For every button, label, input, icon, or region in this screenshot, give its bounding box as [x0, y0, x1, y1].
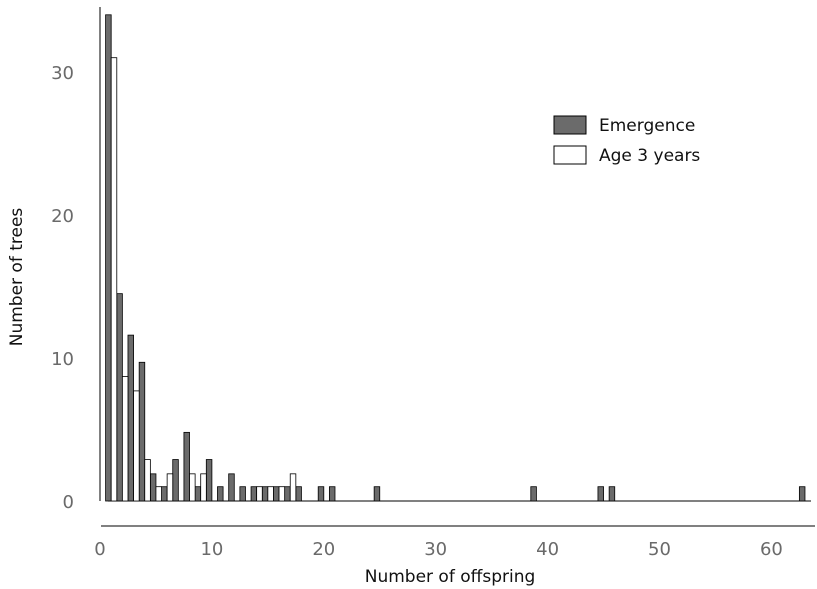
y-tick-label-0: 0 [63, 492, 74, 513]
bar-emergence-10 [205, 459, 213, 502]
bar-emergence-3 [127, 334, 134, 502]
bar-emergence-11 [217, 486, 224, 502]
bar-emergence-4 [138, 361, 146, 502]
x-tick-label-10: 10 [200, 539, 223, 560]
bar-emergence-5 [149, 473, 157, 502]
x-tick-label-20: 20 [312, 539, 335, 560]
bar-emergence-2 [116, 293, 123, 502]
y-tick-label-10: 10 [51, 349, 74, 370]
bar-emergence-20 [317, 486, 325, 502]
bar-age-3-years-3 [133, 390, 140, 502]
bar-emergence-15 [261, 486, 269, 502]
bar-age-3-years-9 [200, 473, 207, 502]
bar-emergence-13 [239, 486, 246, 502]
y-tick-label-30: 30 [51, 63, 74, 84]
bar-age-3-years-17 [289, 473, 297, 502]
y-tick-labels: 0 10 20 30 [51, 63, 74, 513]
bar-emergence-18 [295, 486, 302, 502]
legend-swatch-age-3-years [553, 145, 587, 165]
legend-swatch-emergence [553, 115, 587, 135]
x-axis-title: Number of offspring [365, 567, 536, 587]
bar-emergence-8 [183, 431, 190, 502]
bar-age-3-years-15 [267, 486, 274, 502]
bar-emergence-6 [161, 486, 168, 502]
bar-age-3-years-1 [110, 57, 118, 502]
bar-emergence-25 [373, 486, 381, 502]
bar-emergence-21 [328, 486, 336, 502]
bar-emergence-45 [597, 486, 604, 502]
bar-age-3-years-2 [121, 376, 129, 502]
bar-emergence-17 [284, 486, 291, 502]
legend-label-age-3-years: Age 3 years [599, 146, 700, 166]
bar-emergence-39 [530, 486, 537, 502]
x-tick-label-40: 40 [536, 539, 559, 560]
x-tick-label-0: 0 [94, 539, 105, 560]
bar-age-3-years-8 [189, 473, 196, 502]
bar-age-3-years-4 [144, 459, 151, 502]
x-tick-label-30: 30 [424, 539, 447, 560]
bar-age-3-years-6 [166, 473, 174, 502]
x-tick-label-60: 60 [760, 539, 783, 560]
x-tick-labels: 0 10 20 30 40 50 60 [94, 539, 783, 560]
bar-emergence-12 [228, 473, 235, 502]
legend: Emergence Age 3 years [553, 115, 700, 166]
legend-label-emergence: Emergence [599, 116, 695, 136]
bar-emergence-7 [172, 459, 179, 502]
bar-emergence-16 [273, 486, 280, 502]
bar-emergence-1 [105, 14, 112, 502]
bar-age-3-years-14 [256, 486, 263, 502]
bar-emergence-14 [250, 486, 258, 502]
bar-age-3-years-5 [155, 486, 162, 502]
bar-emergence-46 [608, 486, 616, 502]
bars-group [105, 14, 806, 502]
x-tick-label-50: 50 [648, 539, 671, 560]
bar-emergence-9 [194, 486, 202, 502]
bar-emergence-63 [798, 486, 806, 502]
y-tick-label-20: 20 [51, 206, 74, 227]
y-axis-title: Number of trees [7, 208, 27, 347]
bar-age-3-years-16 [278, 486, 286, 502]
